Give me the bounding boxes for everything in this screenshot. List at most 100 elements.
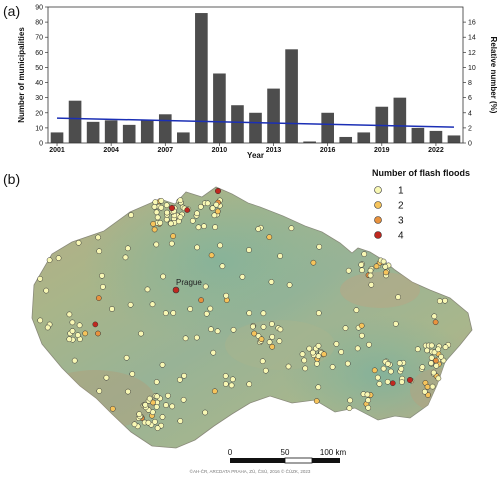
bar-2021 bbox=[411, 127, 425, 143]
flood-point bbox=[189, 217, 196, 224]
bar-2017 bbox=[339, 136, 353, 143]
flood-point bbox=[151, 203, 158, 210]
flood-point bbox=[154, 214, 161, 221]
legend-label-2: 2 bbox=[398, 201, 404, 212]
flood-point bbox=[125, 245, 131, 252]
bar-2006 bbox=[140, 120, 154, 143]
flood-point bbox=[239, 274, 246, 280]
flood-point bbox=[358, 322, 365, 329]
flood-point bbox=[142, 402, 149, 408]
flood-point bbox=[150, 221, 157, 227]
legend-label-1: 1 bbox=[398, 186, 404, 197]
flood-point bbox=[202, 283, 209, 290]
flood-point bbox=[359, 332, 365, 339]
flood-point bbox=[204, 200, 211, 207]
legend-swatch-2 bbox=[374, 201, 382, 209]
flood-point bbox=[277, 253, 283, 259]
bar-2013 bbox=[267, 88, 280, 143]
flood-point bbox=[146, 395, 153, 402]
legend-title: Number of flash floods bbox=[372, 168, 470, 178]
bar-2015 bbox=[303, 141, 316, 143]
panel-b-label: (b) bbox=[3, 171, 20, 187]
flood-point bbox=[154, 425, 161, 431]
xtick-label-2022: 2022 bbox=[428, 147, 444, 154]
flood-point bbox=[170, 310, 177, 316]
y2tick-label-4: 4 bbox=[468, 110, 472, 117]
flood-point bbox=[371, 367, 378, 374]
flood-point bbox=[358, 261, 365, 268]
scale-segment-1 bbox=[230, 458, 285, 463]
flood-point bbox=[170, 233, 176, 239]
flood-point bbox=[388, 368, 394, 375]
bar-2016 bbox=[321, 112, 334, 143]
y2tick-label-0: 0 bbox=[468, 141, 472, 148]
bar-2004 bbox=[104, 120, 118, 143]
flood-point bbox=[144, 286, 151, 293]
bar-2007 bbox=[158, 114, 172, 143]
ytick-label-30: 30 bbox=[35, 95, 43, 102]
city-label-prague: Prague bbox=[176, 278, 202, 287]
flood-point bbox=[128, 212, 134, 218]
flood-point bbox=[288, 225, 295, 232]
y2tick-label-2: 2 bbox=[468, 125, 472, 132]
flood-point bbox=[315, 310, 322, 316]
xtick-label-2016: 2016 bbox=[320, 147, 336, 154]
flood-point bbox=[202, 409, 208, 416]
flood-point bbox=[163, 216, 170, 223]
flood-point bbox=[250, 323, 256, 330]
flood-point bbox=[366, 341, 372, 348]
flood-point bbox=[228, 382, 235, 389]
flood-point bbox=[168, 204, 176, 212]
flood-point bbox=[46, 257, 53, 263]
flood-point bbox=[428, 342, 435, 349]
flood-point bbox=[399, 379, 405, 385]
y2tick-label-14: 14 bbox=[468, 35, 476, 42]
flood-point bbox=[159, 362, 166, 368]
flood-point bbox=[159, 414, 166, 420]
flood-point bbox=[177, 197, 184, 204]
flood-point bbox=[435, 375, 442, 382]
ytick-label-0: 0 bbox=[39, 141, 43, 148]
flood-point bbox=[122, 254, 129, 261]
ytick-label-10: 10 bbox=[35, 125, 43, 132]
ytick-label-60: 60 bbox=[35, 50, 43, 57]
flood-point bbox=[262, 367, 269, 374]
flood-point bbox=[76, 322, 83, 329]
flood-point bbox=[347, 397, 353, 404]
flood-point bbox=[168, 220, 174, 227]
flood-point bbox=[182, 335, 189, 342]
flood-point bbox=[92, 321, 99, 328]
flood-point bbox=[266, 339, 273, 345]
flood-point bbox=[436, 298, 443, 304]
flood-point bbox=[333, 341, 340, 347]
flood-point bbox=[55, 255, 62, 261]
flood-point bbox=[392, 321, 399, 327]
flood-point bbox=[201, 223, 207, 230]
flood-point bbox=[259, 358, 266, 365]
flood-point bbox=[211, 388, 218, 395]
flood-point bbox=[165, 392, 171, 399]
flood-point bbox=[310, 259, 317, 266]
flood-point bbox=[268, 279, 275, 285]
scale-label-50: 50 bbox=[281, 448, 290, 457]
flood-point bbox=[149, 301, 156, 308]
xtick-label-2001: 2001 bbox=[49, 147, 65, 154]
map: Prague bbox=[31, 186, 473, 449]
flood-point bbox=[344, 360, 351, 367]
flood-point bbox=[103, 374, 110, 381]
flood-point bbox=[433, 357, 439, 364]
flood-point bbox=[152, 418, 158, 425]
flood-point bbox=[75, 332, 81, 338]
flood-point bbox=[75, 239, 82, 246]
flood-point bbox=[100, 284, 106, 290]
flood-point bbox=[214, 328, 221, 335]
flood-point bbox=[373, 263, 380, 270]
flood-point bbox=[44, 324, 51, 331]
map-legend: Number of flash floods 1 2 3 4 bbox=[372, 168, 470, 242]
scale-bar: 0 50 100 km bbox=[228, 448, 346, 464]
flood-point bbox=[438, 353, 444, 360]
flood-point bbox=[364, 391, 371, 398]
flood-point bbox=[353, 307, 360, 313]
flood-point bbox=[269, 321, 275, 327]
flood-point bbox=[109, 405, 116, 412]
